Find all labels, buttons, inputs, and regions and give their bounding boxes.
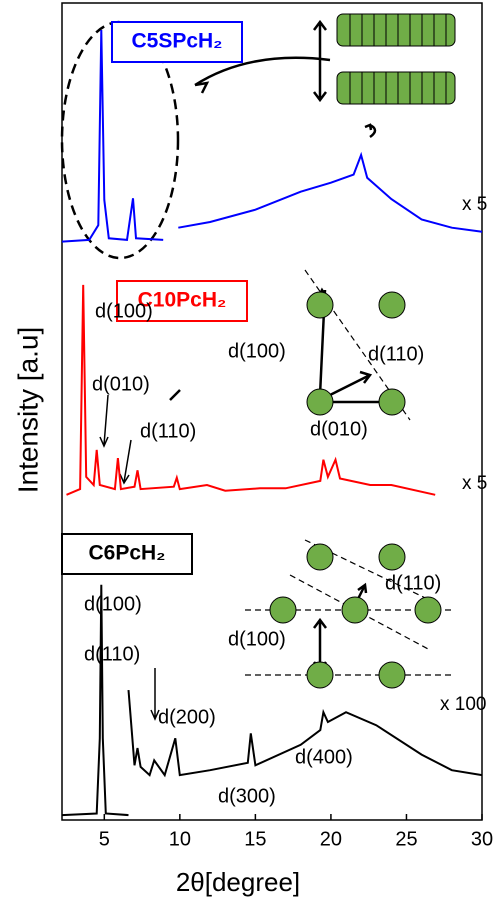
xrd-trace	[66, 284, 436, 496]
xrd-trace	[61, 29, 483, 243]
x-tick-label: 10	[169, 828, 191, 850]
legend-label: C5SPcH₂	[131, 30, 222, 53]
peak-label: d(010)	[310, 418, 368, 440]
peak-label: d(100)	[228, 628, 286, 650]
peak-label: d(100)	[84, 593, 142, 615]
scale-label: x 5	[462, 473, 487, 494]
legend-box	[111, 21, 243, 63]
label-arrows	[99, 394, 160, 721]
lattice-lines	[245, 269, 455, 676]
legend-label: C6PcH₂	[88, 542, 165, 565]
scale-label: x 100	[440, 694, 486, 715]
peak-label: d(200)	[158, 706, 216, 728]
x-tick-label: 25	[395, 828, 417, 850]
x-tick-label: 5	[99, 828, 110, 850]
x-axis-label: 2θ[degree]	[176, 867, 300, 897]
legend-box	[61, 533, 193, 575]
scale-label: x 5	[462, 194, 487, 215]
peak-label: d(300)	[218, 785, 276, 807]
peak-label: d(110)	[385, 572, 441, 594]
y-axis-label: Intensity [a.u]	[12, 327, 43, 494]
legend-label: C10PcH₂	[138, 289, 227, 312]
peak-label: d(100)	[228, 340, 286, 362]
peak-label: d(400)	[295, 746, 353, 768]
peak-label: d(110)	[368, 343, 424, 365]
peak-label: d(110)	[84, 643, 140, 665]
diagram-arrows	[169, 19, 393, 673]
peak-label: d(010)	[92, 373, 150, 395]
xrd-trace	[61, 584, 483, 817]
highlight-ellipse	[60, 20, 180, 260]
peak-label: d(110)	[140, 420, 196, 442]
legend-box	[116, 280, 248, 322]
peak-label: d(100)	[95, 300, 153, 322]
x-tick-label: 15	[244, 828, 266, 850]
lattice-molecules	[269, 291, 442, 689]
x-tick-label: 30	[471, 828, 493, 850]
x-tick-label: 20	[320, 828, 342, 850]
column-diagram	[336, 13, 456, 105]
plot-frame	[61, 2, 483, 821]
